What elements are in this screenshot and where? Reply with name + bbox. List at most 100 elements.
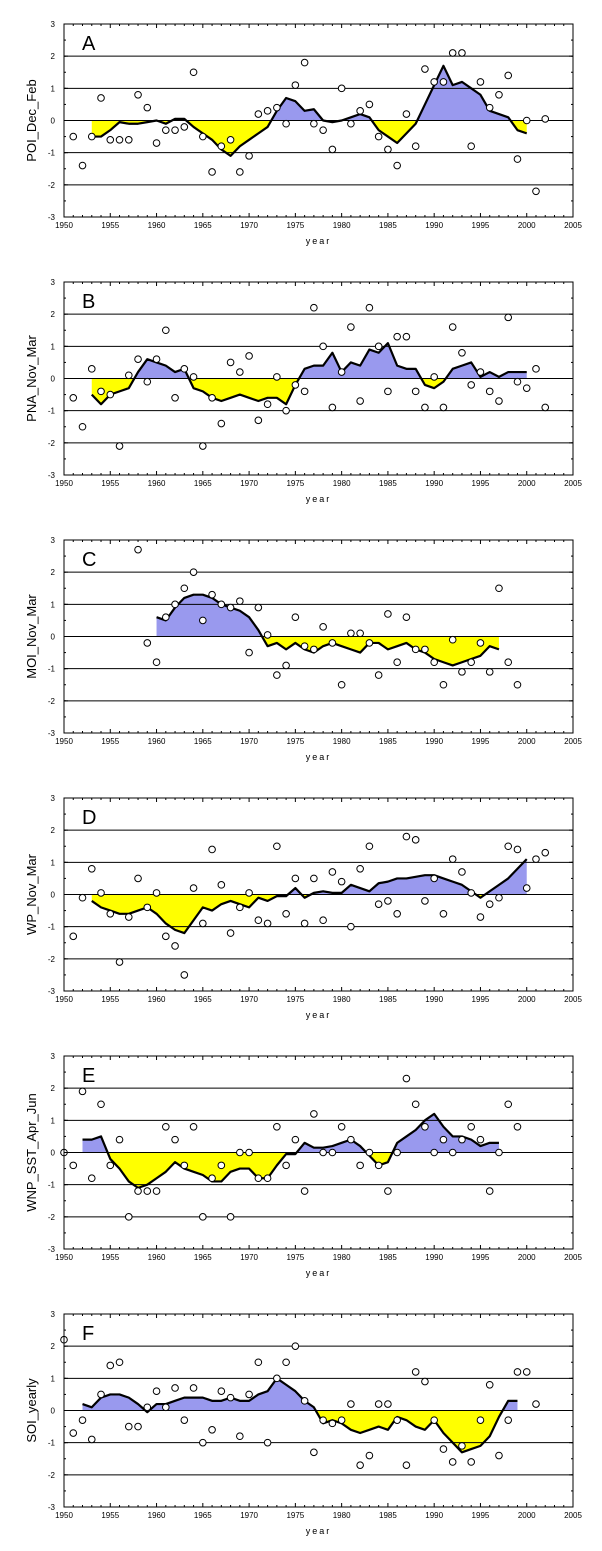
data-point: [226, 1213, 235, 1221]
negative-anomaly-area: [91, 120, 157, 137]
positive-anomaly-area: [299, 343, 422, 379]
negative-anomaly-area: [107, 1152, 297, 1188]
data-point: [273, 1374, 281, 1383]
data-point: [347, 119, 355, 128]
y-tick-label: 1: [51, 1374, 56, 1383]
data-point: [115, 1358, 124, 1367]
x-tick-label: 1950: [55, 1253, 73, 1262]
data-point: [310, 874, 318, 883]
negative-anomaly-area: [371, 120, 418, 144]
y-tick-label: 2: [51, 310, 56, 319]
data-point: [485, 1380, 494, 1389]
x-tick-label: 1990: [425, 221, 443, 230]
data-point: [439, 910, 448, 918]
data-point: [217, 1161, 226, 1170]
data-point: [504, 1416, 513, 1424]
data-point: [254, 110, 263, 118]
negative-anomaly-area: [315, 1410, 503, 1453]
data-point: [504, 842, 513, 851]
x-tick-label: 1970: [240, 737, 258, 746]
data-point: [189, 68, 198, 77]
data-point: [236, 597, 244, 605]
data-point: [143, 103, 152, 112]
data-point: [513, 1368, 522, 1376]
data-point: [87, 864, 96, 873]
data-point: [384, 145, 392, 154]
y-axis-label: PNA_Nov_Mar: [24, 334, 39, 421]
y-tick-label: -1: [48, 1181, 56, 1190]
x-axis-label: year: [306, 1526, 332, 1536]
data-point: [189, 884, 198, 892]
smoothed-line: [90, 342, 527, 406]
data-point: [328, 868, 337, 876]
panel-letter: E: [82, 1065, 95, 1087]
data-point: [180, 365, 189, 373]
y-tick-label: 2: [51, 568, 56, 577]
data-point: [439, 1445, 448, 1453]
data-point: [254, 416, 263, 425]
x-tick-label: 2000: [518, 1253, 536, 1262]
data-point: [430, 1148, 438, 1157]
x-tick-label: 1965: [194, 995, 212, 1004]
data-point: [319, 916, 327, 925]
data-point: [189, 1122, 198, 1131]
data-point: [458, 868, 466, 876]
y-tick-label: 3: [51, 1052, 56, 1061]
panel-c: 1950 1955 1960 1965 1970 1975 1980 1985 1990 1995…: [24, 536, 582, 762]
x-tick-label: 1990: [425, 995, 443, 1004]
y-tick-label: -3: [48, 1503, 56, 1512]
data-point: [448, 323, 457, 331]
x-tick-label: 1950: [55, 479, 73, 488]
x-tick-label: 1970: [240, 479, 258, 488]
x-tick-label: 1960: [148, 221, 166, 230]
y-tick-label: -2: [48, 955, 56, 964]
data-point: [356, 1161, 364, 1170]
data-point: [124, 1422, 133, 1431]
x-tick-label: 2005: [564, 737, 582, 746]
data-point: [69, 132, 78, 141]
data-point: [171, 600, 179, 609]
x-tick-label: 2000: [518, 737, 536, 746]
data-point: [217, 881, 226, 889]
data-point: [310, 1110, 318, 1118]
data-point: [485, 1187, 494, 1195]
data-point: [476, 1416, 485, 1424]
data-point: [226, 358, 235, 367]
data-point: [69, 394, 78, 402]
data-point: [393, 1416, 401, 1424]
y-tick-label: 1: [51, 1116, 56, 1125]
data-point: [513, 680, 522, 689]
x-tick-label: 1995: [472, 1511, 490, 1520]
data-point: [467, 1122, 476, 1131]
data-point: [208, 590, 216, 599]
data-point: [106, 136, 115, 144]
x-tick-label: 1955: [101, 995, 119, 1004]
data-point: [263, 1438, 272, 1447]
data-point: [448, 1458, 457, 1466]
data-point: [300, 1397, 309, 1405]
x-tick-label: 1955: [101, 221, 119, 230]
data-point: [180, 1416, 189, 1424]
data-point: [402, 1074, 411, 1083]
data-point: [226, 1393, 235, 1402]
data-point: [541, 403, 550, 412]
data-point: [236, 1148, 244, 1157]
panel-letter: D: [82, 807, 96, 829]
data-point: [319, 623, 327, 631]
data-point: [236, 368, 244, 376]
data-point: [532, 855, 540, 863]
data-point: [430, 658, 438, 667]
positive-anomaly-area: [485, 859, 527, 895]
data-point: [134, 355, 142, 364]
data-point: [337, 84, 346, 93]
y-tick-label: 0: [51, 891, 56, 900]
data-point: [541, 115, 550, 123]
data-point: [393, 332, 401, 341]
data-point: [448, 635, 457, 644]
data-point: [458, 1442, 466, 1450]
data-point: [291, 81, 300, 89]
data-point: [282, 119, 290, 128]
data-point: [291, 613, 300, 622]
data-point: [291, 381, 300, 389]
data-point: [495, 90, 503, 99]
